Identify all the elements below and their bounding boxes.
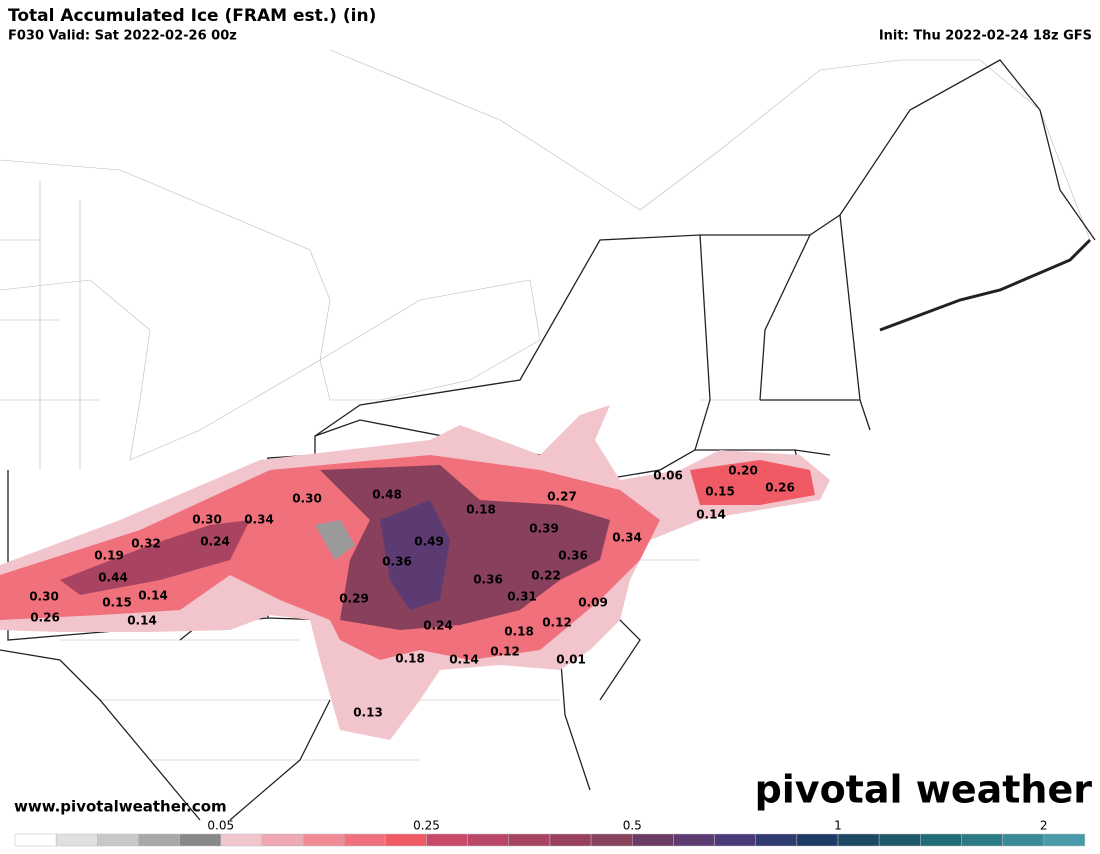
point-label: 0.22 [531,569,561,583]
point-label: 0.44 [98,571,128,585]
colorbar-tick-label: 1 [834,819,842,833]
point-label: 0.12 [490,645,520,659]
point-label: 0.26 [30,611,60,625]
point-label: 0.34 [612,531,642,545]
point-label: 0.36 [473,573,503,587]
colorbar-segment [467,833,510,847]
point-label: 0.24 [423,619,453,633]
point-label: 0.39 [529,522,559,536]
colorbar-segment [632,833,674,847]
point-label: 0.49 [414,535,444,549]
point-label: 0.36 [382,555,412,569]
point-label: 0.34 [244,513,274,527]
point-label: 0.13 [353,706,383,720]
point-label: 0.14 [127,614,157,628]
point-label: 0.31 [507,590,537,604]
colorbar-segment [714,833,756,847]
point-label: 0.48 [372,488,402,502]
colorbar-segment [55,833,98,847]
colorbar: 0.05 0.25 0.5 1 2 [14,819,1086,847]
point-label: 0.18 [466,503,496,517]
point-label: 0.27 [547,490,577,504]
point-label: 0.15 [102,596,132,610]
colorbar-segment [97,833,139,847]
colorbar-segment [138,833,180,847]
colorbar-segment [1043,833,1086,847]
point-label: 0.19 [94,549,124,563]
point-label: 0.06 [653,469,683,483]
point-label: 0.29 [339,592,369,606]
colorbar-tick-label: 0.05 [207,819,234,833]
colorbar-tick-label: 2 [1040,819,1048,833]
init-time: Init: Thu 2022-02-24 18z GFS [879,29,1092,44]
watermark-brand: pivotal weather [755,768,1093,812]
point-label: 0.32 [131,537,161,551]
point-label: 0.15 [705,485,735,499]
colorbar-segment [426,833,468,847]
watermark-url: www.pivotalweather.com [14,798,227,816]
colorbar-segment [796,833,839,847]
point-label: 0.01 [556,653,586,667]
colorbar-segment [837,833,880,847]
colorbar-segment [343,833,386,847]
colorbar-segment [220,833,263,847]
colorbar-segment [878,833,921,847]
colorbar-segment [14,833,57,847]
point-label: 0.30 [292,492,322,506]
point-label: 0.12 [542,616,572,630]
colorbar-segment [549,833,592,847]
point-label: 0.36 [558,549,588,563]
point-label: 0.26 [765,481,795,495]
point-label: 0.14 [138,589,168,603]
colorbar-segment [590,833,633,847]
colorbar-segment [385,833,427,847]
colorbar-segment [755,833,798,847]
colorbar-segment [961,833,1003,847]
point-label: 0.24 [200,535,230,549]
point-label: 0.09 [578,596,608,610]
point-label: 0.14 [696,508,726,522]
point-label: 0.18 [504,625,534,639]
ice-field [0,405,830,740]
point-label: 0.30 [29,590,59,604]
colorbar-segment [508,833,551,847]
colorbar-segment [179,833,222,847]
colorbar-tick-label: 0.5 [623,819,642,833]
colorbar-segment [302,833,345,847]
colorbar-tick-label: 0.25 [413,819,440,833]
point-label: 0.20 [728,464,758,478]
title: Total Accumulated Ice (FRAM est.) (in) [8,6,376,26]
point-label: 0.30 [192,513,222,527]
point-label: 0.14 [449,653,479,667]
point-label: 0.18 [395,652,425,666]
colorbar-segment [673,833,715,847]
point-labels: 0.30 0.48 0.18 0.27 0.06 0.20 0.15 0.26 0.14 0.30… [29,464,795,720]
colorbar-segment [261,833,304,847]
colorbar-segment [1002,833,1044,847]
valid-time: F030 Valid: Sat 2022-02-26 00z [8,29,237,44]
colorbar-segment [920,833,962,847]
